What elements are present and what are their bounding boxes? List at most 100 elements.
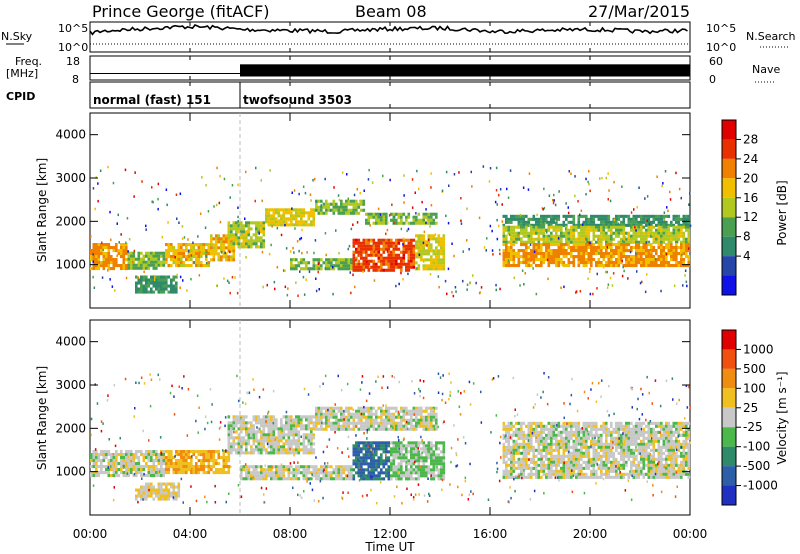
heatmap-cell xyxy=(325,208,328,212)
heatmap-cell xyxy=(687,243,691,247)
heatmap-cell xyxy=(177,491,181,495)
heatmap-cell xyxy=(305,424,308,428)
heatmap-cell xyxy=(295,439,298,443)
heatmap-cell xyxy=(427,234,431,238)
heatmap-speckle xyxy=(193,261,195,264)
heatmap-speckle xyxy=(261,250,264,254)
heatmap-cell xyxy=(260,421,263,425)
heatmap-cell xyxy=(582,243,586,247)
heatmap-cell xyxy=(255,242,258,246)
heatmap-speckle xyxy=(107,165,109,169)
heatmap-cell xyxy=(272,208,276,212)
heatmap-cell xyxy=(245,442,248,446)
heatmap-cell xyxy=(512,243,516,247)
heatmap-cell xyxy=(387,471,391,475)
heatmap-cell xyxy=(260,451,263,455)
heatmap-speckle xyxy=(404,222,407,225)
heatmap-cell xyxy=(230,430,233,434)
heatmap-cell xyxy=(145,497,148,501)
heatmap-cell xyxy=(177,264,181,268)
heatmap-cell xyxy=(385,256,388,260)
heatmap-cell xyxy=(402,459,406,463)
heatmap-cell xyxy=(542,466,546,470)
heatmap-cell xyxy=(392,427,396,431)
heatmap-cell xyxy=(547,442,551,446)
heatmap-speckle xyxy=(507,259,510,262)
heatmap-cell xyxy=(565,228,568,232)
heatmap-speckle xyxy=(132,260,134,264)
heatmap-cell xyxy=(612,231,616,235)
heatmap-cell xyxy=(385,441,388,445)
heatmap-cell xyxy=(270,208,273,212)
heatmap-speckle xyxy=(561,263,564,267)
heatmap-cell xyxy=(305,415,308,419)
heatmap-cell xyxy=(522,451,526,455)
heatmap-cell xyxy=(665,228,668,232)
heatmap-cell xyxy=(227,227,231,231)
heatmap-cell xyxy=(520,457,523,461)
heatmap-cell xyxy=(640,240,643,244)
heatmap-cell xyxy=(677,252,681,256)
heatmap-cell xyxy=(347,264,351,268)
heatmap-cell xyxy=(625,255,628,259)
heatmap-cell xyxy=(382,238,386,242)
heatmap-cell xyxy=(532,258,536,262)
heatmap-speckle xyxy=(278,218,280,222)
heatmap-speckle xyxy=(205,255,207,258)
heatmap-cell xyxy=(105,255,108,259)
heatmap-speckle xyxy=(116,254,118,257)
heatmap-cell xyxy=(225,459,228,463)
heatmap-speckle xyxy=(451,242,453,245)
heatmap-cell xyxy=(530,436,533,440)
heatmap-cell xyxy=(620,223,623,227)
heatmap-cell xyxy=(530,237,533,241)
heatmap-cell xyxy=(327,415,331,419)
colorbar-swatch xyxy=(722,256,736,276)
heatmap-cell xyxy=(540,225,543,229)
heatmap-cell xyxy=(510,421,513,425)
heatmap-cell xyxy=(582,240,586,244)
heatmap-cell xyxy=(317,412,321,416)
heatmap-cell xyxy=(305,267,308,271)
heatmap-cell xyxy=(575,237,578,241)
heatmap-cell xyxy=(350,468,353,472)
heatmap-cell xyxy=(245,427,248,431)
heatmap-cell xyxy=(377,427,381,431)
heatmap-cell xyxy=(535,469,538,473)
heatmap-cell xyxy=(545,436,548,440)
heatmap-cell xyxy=(377,212,381,216)
heatmap-cell xyxy=(512,445,516,449)
heatmap-cell xyxy=(262,442,266,446)
heatmap-cell xyxy=(212,258,216,262)
heatmap-cell xyxy=(607,246,611,250)
heatmap-cell xyxy=(390,465,393,469)
heatmap-cell xyxy=(317,421,321,425)
heatmap-cell xyxy=(652,264,656,268)
heatmap-speckle xyxy=(622,239,624,243)
heatmap-cell xyxy=(105,465,108,469)
heatmap-cell xyxy=(212,255,216,259)
heatmap-cell xyxy=(320,409,323,413)
heatmap-cell xyxy=(557,246,561,250)
heatmap-cell xyxy=(227,233,231,237)
heatmap-cell xyxy=(137,281,141,285)
heatmap-speckle xyxy=(491,249,494,252)
heatmap-cell xyxy=(230,258,233,262)
heatmap-cell xyxy=(392,247,396,251)
heatmap-cell xyxy=(175,264,178,268)
heatmap-cell xyxy=(112,249,116,253)
heatmap-cell xyxy=(592,252,596,256)
heatmap-cell xyxy=(297,208,301,212)
heatmap-cell xyxy=(342,261,346,265)
heatmap-cell xyxy=(507,231,511,235)
heatmap-speckle xyxy=(333,186,335,189)
heatmap-cell xyxy=(387,474,391,478)
heatmap-cell xyxy=(440,468,443,472)
heatmap-cell xyxy=(145,260,148,264)
heatmap-cell xyxy=(325,264,328,268)
heatmap-cell xyxy=(185,459,188,463)
heatmap-speckle xyxy=(482,165,485,168)
heatmap-cell xyxy=(150,485,153,489)
heatmap-cell xyxy=(420,240,423,244)
heatmap-cell xyxy=(515,433,518,437)
